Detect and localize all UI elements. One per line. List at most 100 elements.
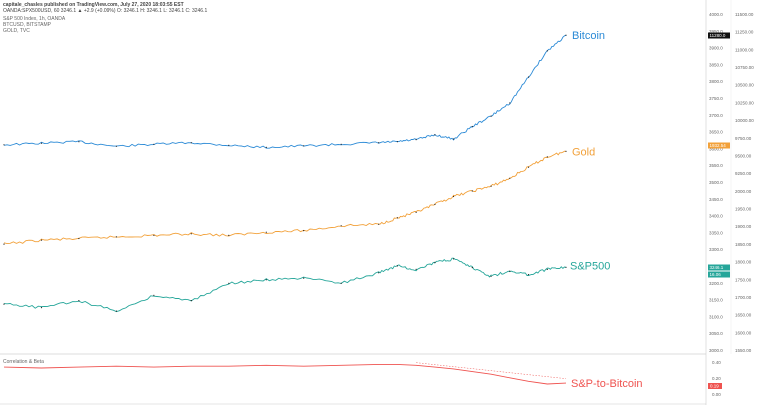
header-line-5: GOLD, TVC bbox=[3, 28, 30, 34]
indicator-axis-tick: 0.40 bbox=[712, 360, 721, 365]
data-point-sp500 bbox=[190, 300, 192, 302]
header-line-1: capitale_chasles published on TradingVie… bbox=[3, 2, 184, 8]
data-point-gold bbox=[396, 217, 398, 219]
indicator-price-tag-text: 0.19 bbox=[710, 384, 719, 389]
data-point-gold bbox=[190, 233, 192, 235]
header-line-4: BTCUSD, BITSTAMP bbox=[3, 22, 51, 28]
data-point-sp500 bbox=[115, 310, 117, 312]
right-axis-tick: 10750.00 bbox=[735, 65, 754, 70]
data-point-bitcoin bbox=[265, 146, 267, 148]
left-axis-tick: 3600.0 bbox=[709, 146, 723, 151]
data-point-bitcoin bbox=[40, 142, 43, 144]
data-point-sp500 bbox=[509, 270, 511, 272]
left-axis-tick: 3400.0 bbox=[709, 214, 723, 219]
left-axis-tick: 3650.0 bbox=[709, 130, 723, 135]
data-point-bitcoin bbox=[303, 145, 305, 147]
price-tag-text: 1932.54 bbox=[710, 143, 727, 148]
indicator-label: Correlation & Beta bbox=[3, 359, 44, 365]
data-point-bitcoin bbox=[340, 143, 342, 145]
data-point-sp500 bbox=[378, 272, 380, 274]
data-point-gold bbox=[3, 243, 5, 245]
right-axis-tick: 11500.00 bbox=[735, 12, 754, 17]
data-point-gold bbox=[78, 237, 80, 240]
left-axis-tick: 3450.0 bbox=[709, 197, 723, 202]
data-point-gold bbox=[153, 234, 155, 236]
data-point-gold bbox=[509, 177, 511, 179]
data-point-gold bbox=[265, 231, 267, 233]
data-point-gold bbox=[228, 234, 230, 236]
data-point-gold bbox=[471, 190, 473, 192]
series-line-gold bbox=[3, 150, 567, 245]
data-point-sp500 bbox=[340, 282, 342, 284]
indicator-price-tag bbox=[708, 383, 722, 389]
right-axis-tick: 1850.00 bbox=[735, 242, 752, 247]
series-label-sp500: S&P500 bbox=[570, 260, 610, 272]
data-point-bitcoin bbox=[228, 144, 230, 146]
data-point-gold bbox=[415, 211, 417, 213]
left-axis-tick: 3350.0 bbox=[709, 230, 723, 235]
right-axis-tick: 1700.00 bbox=[735, 295, 752, 300]
header-line-2: OANDA:SPX500USD, 60 3246.1 ▲ +2.9 (+0.09… bbox=[3, 8, 208, 14]
right-axis-tick: 1800.00 bbox=[735, 260, 752, 265]
data-point-sp500 bbox=[3, 303, 5, 305]
data-point-sp500 bbox=[527, 274, 530, 276]
data-point-sp500 bbox=[471, 267, 473, 269]
data-point-gold bbox=[490, 185, 492, 187]
indicator-axis-tick: 0.00 bbox=[712, 392, 721, 397]
data-point-sp500 bbox=[415, 268, 417, 270]
left-axis-tick: 3200.0 bbox=[709, 281, 723, 286]
right-axis-tick: 1900.00 bbox=[735, 224, 752, 229]
left-axis-tick: 4000.0 bbox=[709, 12, 723, 17]
data-point-bitcoin bbox=[434, 134, 436, 136]
price-tag-text: 16.06 bbox=[710, 272, 722, 277]
data-point-bitcoin bbox=[78, 141, 80, 143]
price-tag bbox=[708, 32, 730, 39]
left-axis-tick: 3500.0 bbox=[709, 180, 723, 185]
data-point-bitcoin bbox=[190, 142, 192, 144]
data-point-sp500 bbox=[40, 307, 43, 309]
data-point-gold bbox=[434, 203, 436, 205]
price-tag bbox=[708, 264, 730, 271]
data-point-bitcoin bbox=[509, 102, 511, 104]
data-point-gold bbox=[565, 150, 567, 152]
data-point-bitcoin bbox=[565, 34, 567, 36]
price-tag bbox=[708, 142, 730, 149]
data-point-sp500 bbox=[434, 261, 436, 263]
data-point-bitcoin bbox=[415, 139, 417, 141]
data-point-sp500 bbox=[546, 268, 548, 270]
series-label-gold: Gold bbox=[572, 146, 595, 158]
data-point-gold bbox=[546, 156, 548, 158]
indicator-axis-tick: 0.20 bbox=[712, 376, 721, 381]
data-point-bitcoin bbox=[3, 144, 5, 146]
data-point-sp500 bbox=[153, 294, 155, 296]
data-point-bitcoin bbox=[453, 138, 455, 140]
data-point-bitcoin bbox=[546, 50, 548, 52]
left-axis-tick: 3900.0 bbox=[709, 46, 723, 51]
data-point-gold bbox=[303, 230, 305, 232]
data-point-bitcoin bbox=[527, 76, 530, 78]
data-point-gold bbox=[340, 225, 342, 227]
left-axis-tick: 3050.0 bbox=[709, 331, 723, 336]
data-point-bitcoin bbox=[153, 143, 155, 145]
right-axis-tick: 10000.00 bbox=[735, 118, 754, 123]
price-tag bbox=[708, 271, 730, 278]
data-point-sp500 bbox=[303, 277, 305, 279]
right-axis-tick: 2000.00 bbox=[735, 189, 752, 194]
right-axis-tick: 1600.00 bbox=[735, 330, 752, 335]
right-axis-tick: 11250.00 bbox=[735, 30, 754, 35]
data-point-gold bbox=[378, 223, 380, 225]
right-axis-tick: 9500.00 bbox=[735, 153, 752, 158]
data-point-bitcoin bbox=[396, 141, 398, 143]
right-axis-tick: 10500.00 bbox=[735, 83, 754, 88]
right-axis-tick: 10250.00 bbox=[735, 100, 754, 105]
data-point-gold bbox=[40, 239, 43, 241]
data-point-sp500 bbox=[453, 258, 455, 260]
right-axis-tick: 9750.00 bbox=[735, 136, 752, 141]
right-axis-tick: 1650.00 bbox=[735, 313, 752, 318]
left-axis-tick: 3100.0 bbox=[709, 314, 723, 319]
left-axis-tick: 3300.0 bbox=[709, 247, 723, 252]
data-point-bitcoin bbox=[115, 145, 117, 147]
data-point-gold bbox=[453, 195, 455, 198]
series-label-bitcoin: Bitcoin bbox=[572, 30, 605, 42]
